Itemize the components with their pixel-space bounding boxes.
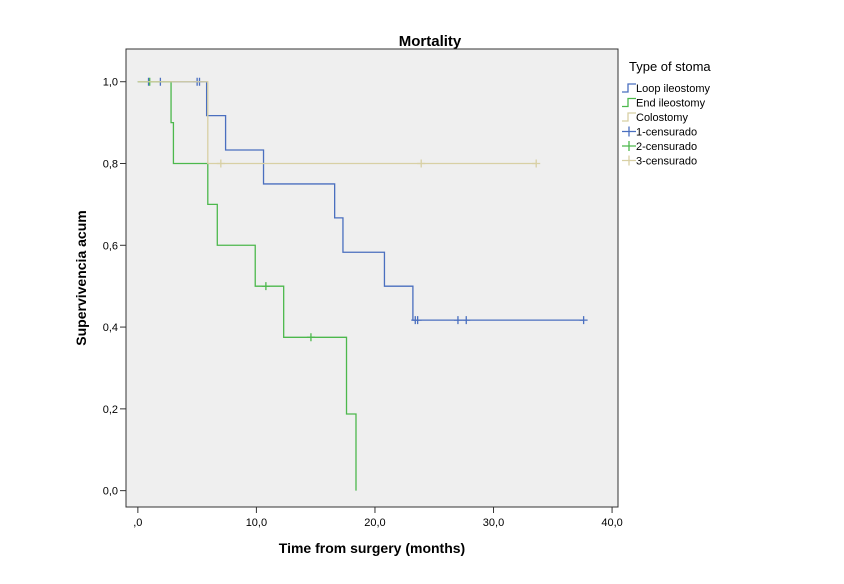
legend-swatch: [622, 83, 636, 93]
legend-swatch: [622, 141, 636, 151]
legend-swatch: [622, 97, 636, 108]
series-3: [137, 81, 541, 168]
y-tick-label: 0,0: [103, 486, 118, 498]
censor-mark: [413, 316, 422, 325]
series-line: [137, 81, 357, 491]
legend-swatch: [622, 126, 636, 137]
y-tick-label: 0,6: [103, 240, 118, 252]
x-tick-label: ,0: [133, 517, 142, 529]
x-tick-label: 20,0: [364, 517, 385, 529]
chart-title: Mortality: [399, 33, 462, 50]
y-tick-label: 0,4: [103, 322, 118, 334]
legend-label: Loop ileostomy: [636, 83, 710, 95]
censor-mark: [532, 159, 541, 168]
censor-mark: [462, 316, 471, 325]
censor-mark: [306, 333, 315, 342]
series-line: [137, 81, 584, 321]
legend-swatch: [622, 155, 636, 166]
plot-area: [125, 48, 619, 508]
legend-label: 2-censurado: [636, 141, 697, 153]
legend-label: 3-censurado: [636, 156, 697, 168]
x-axis-title: Time from surgery (months): [279, 540, 465, 556]
censor-mark: [261, 282, 270, 291]
x-tick-label: 30,0: [483, 517, 504, 529]
x-tick-label: 10,0: [246, 517, 267, 529]
censor-mark: [579, 316, 588, 325]
y-axis: 0,0 0,2 0,4 0,6 0,8 1,0: [103, 77, 126, 498]
legend-title: Type of stoma: [629, 59, 711, 74]
censor-mark: [417, 159, 426, 168]
x-axis: ,0 10,0 20,0 30,0 40,0: [133, 507, 623, 529]
legend-label: Colostomy: [636, 112, 688, 124]
y-tick-label: 0,2: [103, 404, 118, 416]
x-tick-label: 40,0: [601, 517, 622, 529]
legend-label: 1-censurado: [636, 127, 697, 139]
y-axis-title: Supervivencia acum: [73, 210, 89, 345]
legend: Type of stoma Loop ileostomy End ileostom…: [622, 59, 711, 168]
y-tick-label: 0,8: [103, 159, 118, 171]
censor-mark: [216, 159, 225, 168]
series-line: [137, 81, 537, 165]
censor-mark: [453, 316, 462, 325]
legend-label: End ileostomy: [636, 98, 706, 110]
y-tick-label: 1,0: [103, 77, 118, 89]
series-layer: [137, 77, 588, 491]
legend-swatch: [622, 112, 636, 122]
